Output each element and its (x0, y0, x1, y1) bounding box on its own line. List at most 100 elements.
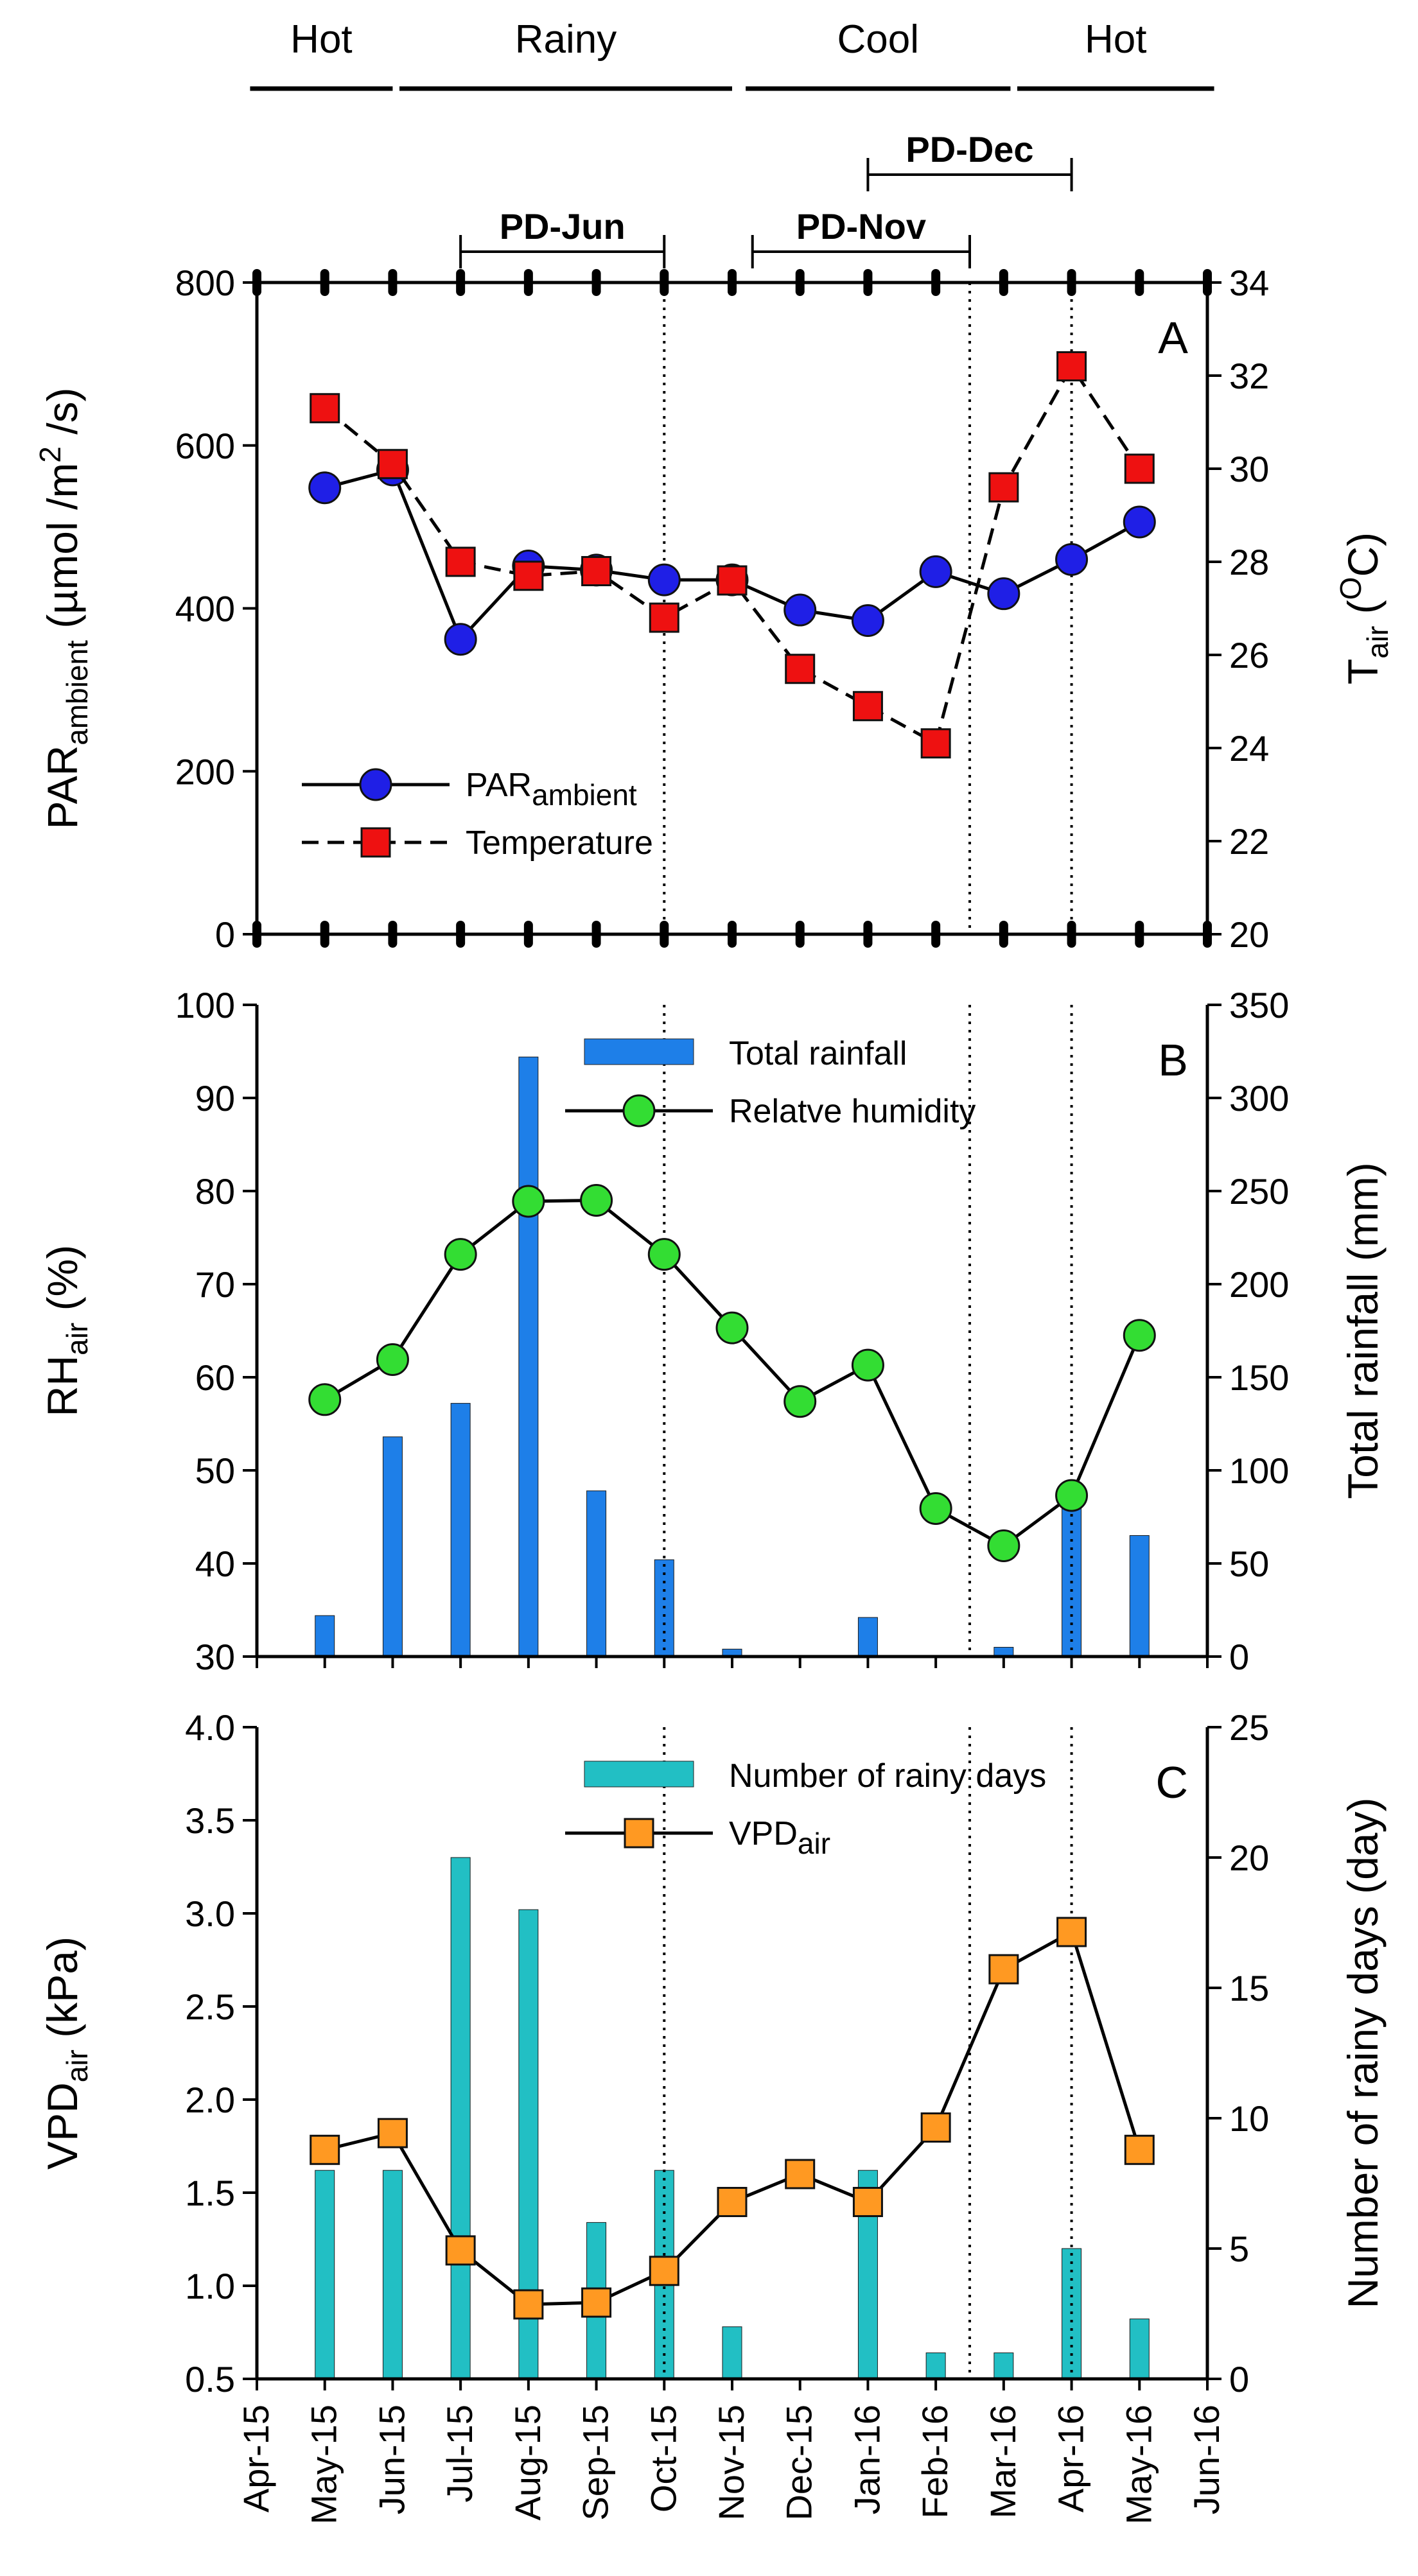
bar-c-1 (315, 2170, 335, 2380)
point-parambient-3 (444, 623, 477, 656)
point-vpdair-13 (1124, 2134, 1155, 2165)
point-vpdair-5 (581, 2287, 612, 2318)
legend-label: Relatve humidity (729, 1093, 976, 1130)
x-tick-label: Apr-16 (1051, 2405, 1091, 2512)
point-temperature-12 (1056, 351, 1087, 381)
right-tick-label: 100 (1229, 1450, 1289, 1491)
right-axis-title: Total rainfall (mm) (1339, 1162, 1387, 1499)
x-tick-label: Jun-15 (371, 2405, 412, 2514)
right-tick-label: 24 (1229, 728, 1269, 769)
right-tick-label: 20 (1229, 1838, 1269, 1878)
left-axis-title: VPDair (kPa) (39, 1936, 94, 2170)
left-tick-label: 30 (195, 1637, 235, 1677)
right-axis-title: Tair (OC) (1334, 532, 1394, 684)
point-vpdair-4 (513, 2289, 544, 2320)
legend-label: VPDair (729, 1815, 830, 1860)
point-temperature-4 (513, 561, 544, 591)
point-vpdair-8 (785, 2159, 816, 2189)
right-tick-label: 50 (1229, 1544, 1269, 1584)
right-tick-label: 20 (1229, 914, 1269, 955)
point-vpdair-1 (310, 2134, 340, 2165)
legend-label: Temperature (466, 824, 653, 862)
pd-label: PD-Jun (500, 206, 626, 247)
point-relatve-humidity-2 (376, 1343, 409, 1376)
point-relatve-humidity-13 (1123, 1319, 1156, 1352)
point-vpdair-12 (1056, 1917, 1087, 1947)
legend: Number of rainy days VPDair (565, 1757, 1046, 1860)
right-tick-label: 26 (1229, 635, 1269, 675)
point-parambient-8 (783, 593, 817, 627)
right-tick-label: 250 (1229, 1171, 1289, 1212)
point-temperature-3 (445, 546, 476, 577)
left-tick-label: 4.0 (185, 1707, 235, 1748)
panel-letter: C (1155, 1757, 1188, 1807)
point-relatve-humidity-6 (647, 1238, 681, 1271)
left-tick-label: 3.0 (185, 1893, 235, 1934)
right-tick-label: 300 (1229, 1078, 1289, 1118)
point-relatve-humidity-10 (919, 1492, 952, 1525)
point-parambient-6 (647, 563, 681, 596)
right-tick-label: 32 (1229, 356, 1269, 396)
panel-c: 0.5 1.0 1.5 2.0 2.5 3.0 3.5 4.0 0 5 10 15 20 25 VPDair… (39, 1707, 1387, 2399)
bar-c-13 (1129, 2319, 1150, 2380)
bar-c-11 (993, 2352, 1014, 2380)
x-tick-label: Jun-16 (1186, 2405, 1227, 2514)
left-tick-label: 50 (195, 1450, 235, 1491)
legend: Total rainfall Relatve humidity (565, 1035, 976, 1130)
left-tick-label: 200 (175, 751, 235, 792)
bar-c-2 (382, 2170, 403, 2380)
legend: PARambient Temperature (302, 767, 653, 862)
x-tick-label: Oct-15 (643, 2405, 683, 2512)
point-temperature-11 (988, 472, 1019, 503)
left-tick-label: 1.0 (185, 2266, 235, 2306)
bar-b-13 (1129, 1535, 1150, 1657)
bar-b-4 (518, 1056, 539, 1657)
legend-label: Number of rainy days (729, 1757, 1046, 1795)
panel-letter: A (1158, 313, 1188, 363)
left-tick-label: 3.5 (185, 1800, 235, 1841)
left-tick-label: 0.5 (185, 2359, 235, 2399)
point-temperature-6 (649, 602, 679, 633)
pd-label: PD-Nov (796, 206, 926, 247)
legend-swatch (584, 1038, 694, 1065)
bar-c-7 (722, 2326, 742, 2380)
x-tick-label: Nov-15 (711, 2405, 751, 2521)
left-tick-label: 80 (195, 1171, 235, 1212)
point-vpdair-2 (377, 2118, 408, 2148)
x-tick-label: May-15 (304, 2405, 344, 2525)
right-tick-label: 34 (1229, 263, 1269, 303)
x-axis-labels: Apr-15 May-15 Jun-15 Jul-15 Aug-15 Sep-15 Oct-… (236, 2405, 1227, 2525)
right-tick-label: 30 (1229, 449, 1269, 489)
left-axis-title: RHair (%) (39, 1245, 94, 1416)
point-vpdair-9 (852, 2187, 883, 2217)
point-vpdair-10 (920, 2112, 951, 2143)
point-vpdair-3 (445, 2235, 476, 2266)
bar-b-1 (315, 1615, 335, 1657)
bar-c-3 (450, 1857, 471, 2380)
pd-label: PD-Dec (906, 129, 1033, 170)
right-tick-label: 150 (1229, 1357, 1289, 1398)
left-tick-label: 40 (195, 1544, 235, 1584)
point-relatve-humidity-8 (783, 1385, 817, 1418)
point-parambient-9 (851, 604, 884, 638)
bar-b-9 (857, 1617, 878, 1657)
point-relatve-humidity-5 (580, 1184, 613, 1217)
legend-label: PARambient (466, 767, 637, 812)
season-label: Cool (837, 17, 920, 62)
point-parambient-11 (987, 577, 1020, 611)
point-temperature-7 (717, 565, 748, 596)
left-tick-label: 2.0 (185, 2080, 235, 2120)
point-relatve-humidity-3 (444, 1238, 477, 1271)
season-label: Hot (290, 17, 352, 62)
left-tick-label: 0 (215, 914, 235, 955)
bar-b-2 (382, 1436, 403, 1657)
legend-label: Total rainfall (729, 1035, 907, 1072)
season-header: Hot Rainy Cool Hot (250, 17, 1214, 91)
right-tick-label: 0 (1229, 2359, 1249, 2399)
point-temperature-1 (310, 393, 340, 424)
right-axis-title: Number of rainy days (day) (1339, 1798, 1387, 2309)
bar-c-10 (925, 2352, 946, 2380)
right-tick-label: 0 (1229, 1637, 1249, 1677)
legend-marker (622, 1094, 656, 1127)
